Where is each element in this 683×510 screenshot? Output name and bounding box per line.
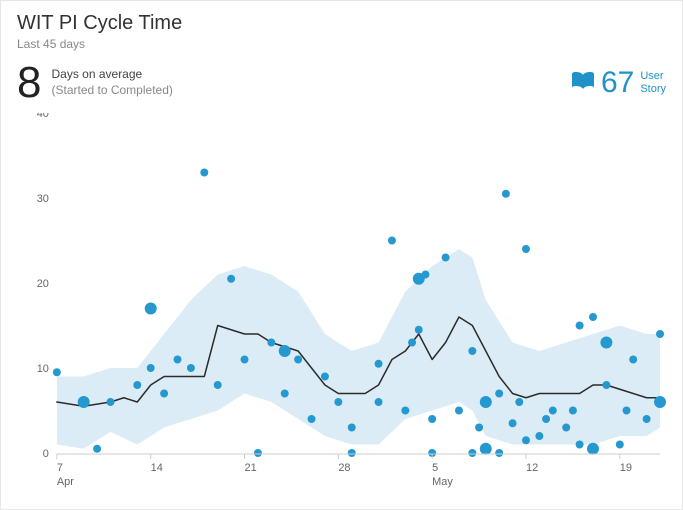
data-point	[576, 322, 584, 330]
x-axis-month-label: Apr	[57, 476, 74, 488]
data-point	[348, 449, 356, 457]
data-point	[388, 237, 396, 245]
data-point	[321, 373, 329, 381]
data-point	[535, 432, 543, 440]
cycle-time-chart: 0 10 20 30 40 7 Apr 14 21 28 5 May 12 19	[17, 113, 666, 493]
x-axis-month-label: May	[432, 476, 453, 488]
data-point	[589, 313, 597, 321]
x-axis-tick-label: 12	[526, 462, 538, 474]
data-point	[602, 381, 610, 389]
data-point	[522, 245, 530, 253]
data-point	[267, 339, 275, 347]
data-point	[428, 415, 436, 423]
confidence-band	[57, 249, 660, 449]
average-days-label-1: Days on average	[51, 67, 172, 83]
data-point	[502, 190, 510, 198]
user-story-label-2: Story	[640, 83, 666, 96]
data-point	[656, 330, 664, 338]
data-point	[415, 326, 423, 334]
data-point	[629, 356, 637, 364]
data-point	[294, 356, 302, 364]
data-point	[401, 407, 409, 415]
data-point	[107, 398, 115, 406]
data-point	[279, 345, 291, 357]
data-point	[254, 449, 262, 457]
widget-subtitle: Last 45 days	[17, 37, 666, 51]
x-axis-tick-label: 19	[620, 462, 632, 474]
cycle-time-widget: WIT PI Cycle Time Last 45 days 8 Days on…	[0, 0, 683, 510]
data-point	[616, 441, 624, 449]
data-point	[187, 364, 195, 372]
y-axis-tick-label: 40	[37, 113, 49, 120]
data-point	[475, 424, 483, 432]
data-point	[133, 381, 141, 389]
data-point	[522, 436, 530, 444]
y-axis-tick-label: 30	[37, 193, 49, 205]
data-point	[623, 407, 631, 415]
data-point	[643, 415, 651, 423]
data-point	[509, 419, 517, 427]
data-point	[375, 360, 383, 368]
data-point	[515, 398, 523, 406]
data-point	[214, 381, 222, 389]
data-point	[455, 407, 463, 415]
x-axis-tick-label: 7	[57, 462, 63, 474]
data-point	[334, 398, 342, 406]
data-point	[480, 443, 492, 455]
user-story-count: 67	[601, 68, 634, 98]
data-point	[160, 390, 168, 398]
data-point	[576, 441, 584, 449]
data-point	[145, 303, 157, 315]
data-point	[53, 368, 61, 376]
average-days-label-2: (Started to Completed)	[51, 83, 172, 99]
data-point	[654, 396, 666, 408]
data-point	[542, 415, 550, 423]
book-icon	[571, 72, 595, 95]
data-point	[442, 254, 450, 262]
user-story-labels: User Story	[640, 70, 666, 96]
average-days-value: 8	[17, 61, 41, 105]
average-days-stat: 8 Days on average (Started to Completed)	[17, 61, 173, 105]
data-point	[600, 337, 612, 349]
data-point	[468, 449, 476, 457]
data-point	[308, 415, 316, 423]
x-axis-tick-label: 14	[151, 462, 163, 474]
data-point	[200, 169, 208, 177]
user-story-stat: 67 User Story	[571, 68, 666, 98]
data-point	[375, 398, 383, 406]
x-axis-tick-label: 21	[245, 462, 257, 474]
data-point	[495, 449, 503, 457]
stats-row: 8 Days on average (Started to Completed)…	[17, 61, 666, 105]
data-point	[549, 407, 557, 415]
data-point	[93, 445, 101, 453]
x-axis-tick-label: 28	[338, 462, 350, 474]
data-point	[241, 356, 249, 364]
data-point	[569, 407, 577, 415]
y-axis-tick-label: 10	[37, 363, 49, 375]
y-axis-tick-label: 0	[43, 448, 49, 460]
data-point	[562, 424, 570, 432]
data-point	[480, 396, 492, 408]
data-point	[227, 275, 235, 283]
y-axis-tick-label: 20	[37, 278, 49, 290]
data-point	[495, 390, 503, 398]
user-story-label-1: User	[640, 70, 666, 83]
data-point	[408, 339, 416, 347]
data-point	[348, 424, 356, 432]
data-point	[147, 364, 155, 372]
average-days-labels: Days on average (Started to Completed)	[51, 67, 172, 98]
data-point	[421, 271, 429, 279]
data-point	[587, 443, 599, 455]
data-point	[468, 347, 476, 355]
x-axis-tick-label: 5	[432, 462, 438, 474]
data-point	[78, 396, 90, 408]
data-point	[281, 390, 289, 398]
data-point	[174, 356, 182, 364]
widget-header: WIT PI Cycle Time Last 45 days	[17, 11, 666, 51]
widget-title: WIT PI Cycle Time	[17, 11, 666, 35]
